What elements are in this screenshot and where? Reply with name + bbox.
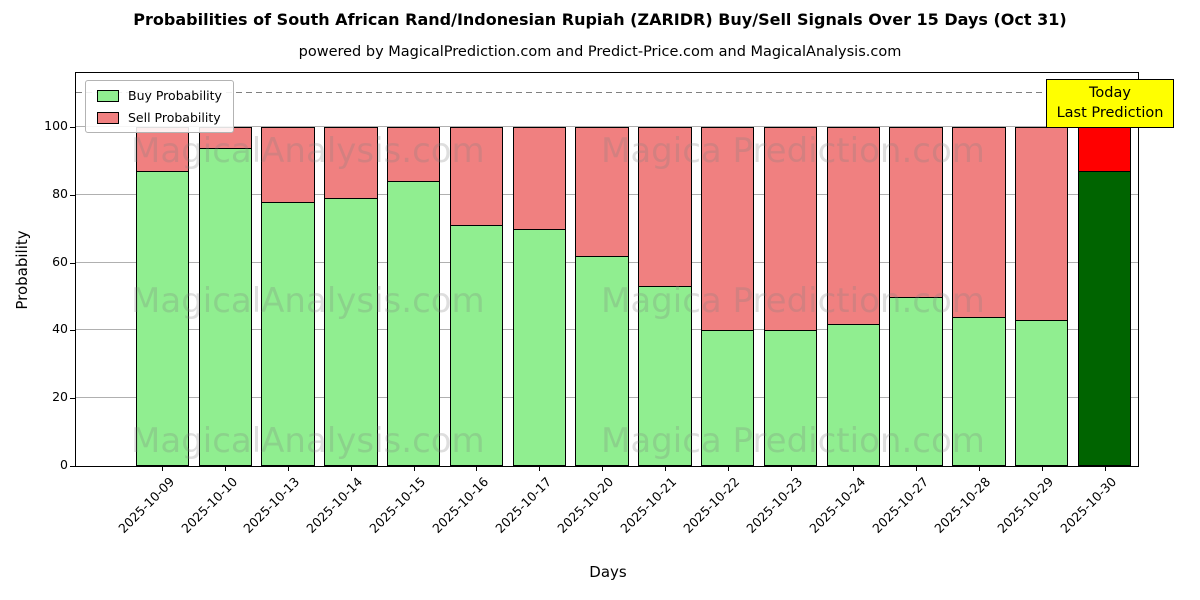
x-tick-mark [288, 466, 290, 471]
x-tick-label: 2025-10-09 [115, 474, 178, 536]
bar-buy-segment [198, 147, 252, 466]
x-tick-mark [225, 466, 227, 471]
legend-swatch-sell [97, 111, 119, 124]
y-tick-label: 80 [52, 185, 68, 201]
x-tick-label: 2025-10-21 [617, 474, 680, 536]
x-tick-mark [1041, 466, 1043, 471]
bar-buy-segment [324, 198, 378, 466]
bar-sell-segment [324, 127, 378, 200]
x-tick-mark [1104, 466, 1106, 471]
x-axis-label: Days [589, 563, 627, 581]
watermark-text: MagicalAnalysis.com [131, 281, 485, 321]
y-tick-mark [70, 398, 75, 400]
x-tick-label: 2025-10-20 [554, 474, 617, 536]
y-tick-mark [70, 127, 75, 129]
x-tick-mark [162, 466, 164, 471]
bar-sell-segment [261, 127, 315, 203]
y-tick-mark [70, 262, 75, 264]
today-annotation: Today Last Prediction [1046, 79, 1174, 128]
legend-item-sell: Sell Probability [97, 110, 222, 125]
bar-sell-segment [135, 127, 190, 173]
bar-sell-segment [952, 127, 1006, 318]
bar-sell-segment [826, 127, 881, 325]
y-tick-mark [70, 466, 75, 467]
x-tick-label: 2025-10-15 [366, 474, 429, 536]
bar-sell-segment [386, 127, 441, 183]
bar-buy-segment [952, 316, 1006, 466]
x-tick-mark [790, 466, 792, 471]
x-tick-mark [727, 466, 729, 471]
bar-buy-segment [575, 255, 629, 466]
watermark-text: Magica Prediction.com [601, 421, 985, 461]
legend-item-buy: Buy Probability [97, 88, 222, 103]
legend-label-buy: Buy Probability [128, 88, 222, 103]
watermark-text: Magica Prediction.com [601, 281, 985, 321]
plot-area: Buy Probability Sell Probability Magical… [75, 72, 1139, 467]
bar-sell-segment [763, 127, 818, 332]
x-tick-mark [664, 466, 666, 471]
bar-buy-segment [701, 330, 755, 466]
bar-buy-segment [763, 330, 818, 466]
x-tick-mark [539, 466, 541, 471]
bar-buy-segment [1015, 320, 1069, 466]
bar-buy-segment [826, 323, 881, 466]
x-tick-label: 2025-10-24 [805, 474, 868, 536]
bar-sell-segment [449, 127, 504, 227]
y-tick-label: 0 [60, 457, 68, 472]
x-tick-mark [476, 466, 478, 471]
bar-sell-segment [889, 127, 943, 298]
bar-buy-segment [386, 181, 441, 466]
bar-buy-segment [512, 228, 566, 466]
watermark-text: Magica Prediction.com [601, 131, 985, 171]
x-tick-mark [916, 466, 918, 471]
x-tick-label: 2025-10-28 [931, 474, 994, 536]
x-tick-label: 2025-10-16 [429, 474, 492, 536]
bar-buy-segment [261, 201, 315, 466]
bar-buy-segment [1077, 171, 1132, 466]
chart-title: Probabilities of South African Rand/Indo… [133, 10, 1067, 29]
y-tick-label: 40 [52, 321, 68, 337]
y-tick-label: 20 [52, 389, 68, 405]
legend-swatch-buy [97, 89, 119, 102]
y-tick-label: 100 [44, 118, 68, 134]
bar-buy-segment [638, 286, 692, 466]
today-annotation-line1: Today [1089, 85, 1131, 101]
x-tick-mark [350, 466, 352, 471]
watermark-text: MagicalAnalysis.com [131, 131, 485, 171]
bar-sell-segment [575, 127, 629, 257]
legend-label-sell: Sell Probability [128, 110, 221, 125]
bar-sell-segment [1077, 127, 1132, 173]
bar-sell-segment [638, 127, 692, 288]
x-tick-label: 2025-10-27 [868, 474, 931, 536]
gridline [76, 126, 1138, 128]
today-annotation-line2: Last Prediction [1056, 105, 1164, 122]
watermark-text: MagicalAnalysis.com [131, 421, 485, 461]
y-tick-label: 60 [52, 253, 68, 269]
y-tick-mark [70, 330, 75, 332]
x-tick-mark [602, 466, 604, 471]
bar-buy-segment [135, 171, 190, 466]
x-tick-mark [853, 466, 855, 471]
bar-buy-segment [889, 296, 943, 466]
x-tick-label: 2025-10-29 [994, 474, 1057, 536]
x-tick-label: 2025-10-14 [303, 474, 366, 536]
x-tick-label: 2025-10-17 [491, 474, 554, 536]
threshold-dashed-line [76, 91, 1138, 94]
x-tick-label: 2025-10-23 [743, 474, 806, 536]
x-tick-label: 2025-10-30 [1057, 474, 1120, 536]
x-tick-label: 2025-10-22 [680, 474, 743, 536]
bar-sell-segment [701, 127, 755, 332]
x-tick-label: 2025-10-10 [177, 474, 240, 536]
x-tick-label: 2025-10-13 [240, 474, 303, 536]
x-tick-mark [978, 466, 980, 471]
chart-subtitle: powered by MagicalPrediction.com and Pre… [298, 44, 902, 60]
y-tick-mark [70, 194, 75, 196]
bar-sell-segment [512, 127, 566, 230]
legend: Buy Probability Sell Probability [85, 80, 234, 133]
bar-sell-segment [1015, 127, 1069, 322]
x-tick-mark [413, 466, 415, 471]
